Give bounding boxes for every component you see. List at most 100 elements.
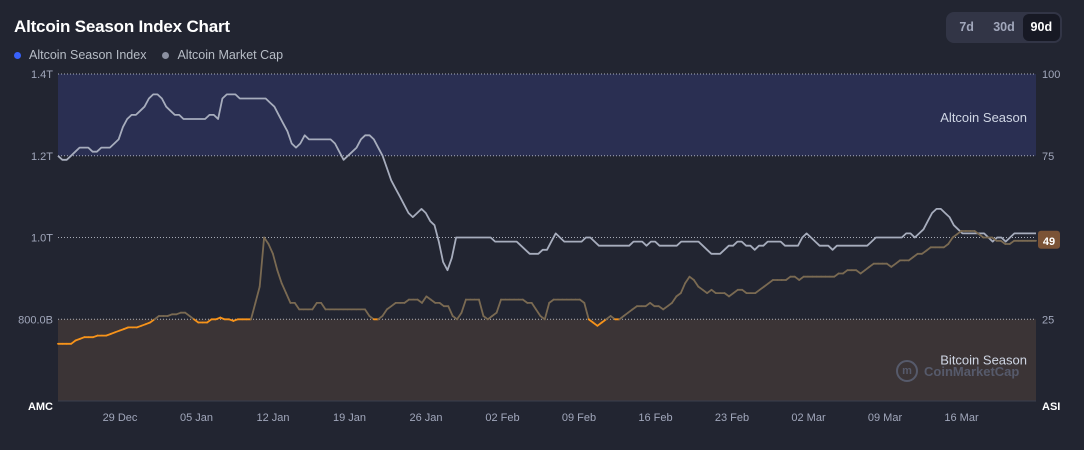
x-axis-tick: 12 Jan xyxy=(256,412,289,424)
altcoin-season-index-segment xyxy=(785,275,792,281)
altcoin-season-index-segment xyxy=(258,236,266,288)
tab-7d[interactable]: 7d xyxy=(959,20,974,34)
altcoin-season-index-segment xyxy=(548,298,555,304)
altcoin-season-index-segment xyxy=(451,315,459,321)
right-axis-tick: 25 xyxy=(1042,314,1054,326)
altcoin-season-index-segment xyxy=(859,269,866,275)
altcoin-season-index-segment xyxy=(364,308,371,317)
tab-90d[interactable]: 90d xyxy=(1022,14,1060,41)
altcoin-season-index-segment xyxy=(438,301,445,308)
altcoin-season-index-segment xyxy=(886,262,893,268)
altcoin-season-index-segment xyxy=(600,318,608,324)
altcoin-season-index-segment xyxy=(271,252,279,272)
x-axis-tick: 09 Feb xyxy=(562,412,596,424)
altcoin-season-index-segment xyxy=(666,301,673,308)
altcoin-season-index-segment xyxy=(263,236,270,245)
altcoin-season-index-segment xyxy=(491,311,498,317)
x-axis-tick: 19 Jan xyxy=(333,412,366,424)
left-axis-tick: 800.0B xyxy=(18,314,53,326)
altcoin-season-index-segment xyxy=(478,298,485,317)
altcoin-season-index-segment xyxy=(276,269,283,285)
altcoin-season-index-segment xyxy=(311,301,318,311)
altcoin-season-index-segment xyxy=(798,275,805,281)
tab-30d[interactable]: 30d xyxy=(993,20,1015,34)
altcoin-season-label: Altcoin Season xyxy=(940,110,1027,125)
altcoin-season-index-segment xyxy=(149,318,156,324)
altcoin-season-index-segment xyxy=(583,301,590,321)
altcoin-season-index-segment xyxy=(732,288,739,295)
legend-item-altcoin-season-index[interactable]: Altcoin Season Index xyxy=(14,48,146,62)
altcoin-season-index-segment xyxy=(907,256,915,262)
x-axis-tick: 16 Feb xyxy=(638,412,672,424)
altcoin-season-index-segment xyxy=(741,288,748,295)
altcoin-season-index-segment xyxy=(592,321,599,327)
altcoin-season-index-segment xyxy=(605,315,612,321)
altcoin-season-index-segment xyxy=(70,339,77,345)
altcoin-season-index-segment xyxy=(631,305,638,311)
altcoin-season-index-segment xyxy=(925,246,932,252)
altcoin-season-index-segment xyxy=(390,301,397,308)
left-axis-tick: 1.0T xyxy=(31,233,53,245)
altcoin-season-index-segment xyxy=(206,318,213,324)
altcoin-season-index-segment xyxy=(991,236,998,242)
legend-dot-market-cap xyxy=(162,51,170,59)
left-axis-tick: 1.4T xyxy=(31,69,53,81)
altcoin-season-index-segment xyxy=(609,315,616,321)
altcoin-season-index-segment xyxy=(368,315,375,321)
altcoin-season-index-segment xyxy=(943,243,950,249)
altcoin-season-index-segment xyxy=(267,243,274,255)
altcoin-season-index-segment xyxy=(793,275,801,281)
altcoin-season-index-segment xyxy=(486,315,494,321)
altcoin-season-index-segment xyxy=(649,301,656,308)
altcoin-season-index-segment xyxy=(280,282,288,295)
altcoin-season-index-segment xyxy=(662,305,669,311)
altcoin-season-index-segment xyxy=(697,285,704,291)
altcoin-season-index-segment xyxy=(618,315,625,321)
right-axis-title: ASI xyxy=(1042,401,1060,413)
altcoin-season-index-segment xyxy=(153,315,160,321)
altcoin-season-index-segment xyxy=(293,301,301,311)
altcoin-season-index-segment xyxy=(758,285,765,291)
right-axis-tick: 75 xyxy=(1042,151,1054,163)
altcoin-season-index-segment xyxy=(622,311,629,317)
altcoin-market-cap-line xyxy=(57,93,1036,272)
altcoin-season-index-segment xyxy=(868,262,875,268)
altcoin-season-index-segment xyxy=(723,292,730,298)
altcoin-season-index-segment xyxy=(973,230,980,236)
bitcoin-season-label: Bitcoin Season xyxy=(940,352,1027,367)
altcoin-season-index-segment xyxy=(1000,239,1007,245)
right-axis-tick: 100 xyxy=(1042,69,1060,81)
altcoin-season-index-segment xyxy=(250,301,257,321)
altcoin-season-index-segment xyxy=(543,301,551,321)
current-index-value: 49 xyxy=(1043,236,1055,248)
x-axis-tick: 09 Mar xyxy=(868,412,903,424)
altcoin-season-index-segment xyxy=(460,298,467,314)
altcoin-season-index-segment xyxy=(596,321,603,327)
left-axis-tick: 1.2T xyxy=(31,151,53,163)
altcoin-season-index-segment xyxy=(456,311,463,321)
altcoin-season-index-segment xyxy=(684,275,691,285)
legend-label-market-cap: Altcoin Market Cap xyxy=(177,48,284,62)
coinmarketcap-watermark: m CoinMarketCap xyxy=(896,360,1019,382)
altcoin-season-index-segment xyxy=(912,252,919,259)
altcoin-season-index-segment xyxy=(710,288,717,295)
altcoin-season-index-segment xyxy=(842,269,849,275)
legend-item-altcoin-market-cap[interactable]: Altcoin Market Cap xyxy=(162,48,283,62)
coinmarketcap-logo-icon: m xyxy=(896,360,918,382)
altcoin-season-index-segment xyxy=(701,288,708,295)
altcoin-season-index-segment xyxy=(447,305,454,317)
chart-legend: Altcoin Season Index Altcoin Market Cap xyxy=(14,48,283,62)
current-index-badge xyxy=(1038,230,1060,249)
altcoin-season-index-segment xyxy=(482,315,489,321)
x-axis-tick: 02 Mar xyxy=(791,412,826,424)
altcoin-season-index-segment xyxy=(579,298,586,304)
altcoin-season-index-segment xyxy=(675,292,682,298)
altcoin-season-index-segment xyxy=(864,265,871,272)
x-axis-tick: 26 Jan xyxy=(409,412,442,424)
altcoin-season-index-segment xyxy=(978,233,985,239)
altcoin-season-index-segment xyxy=(385,305,393,311)
altcoin-season-index-segment xyxy=(706,288,713,295)
altcoin-season-index-segment xyxy=(644,301,651,308)
altcoin-season-index-segment xyxy=(535,308,542,317)
